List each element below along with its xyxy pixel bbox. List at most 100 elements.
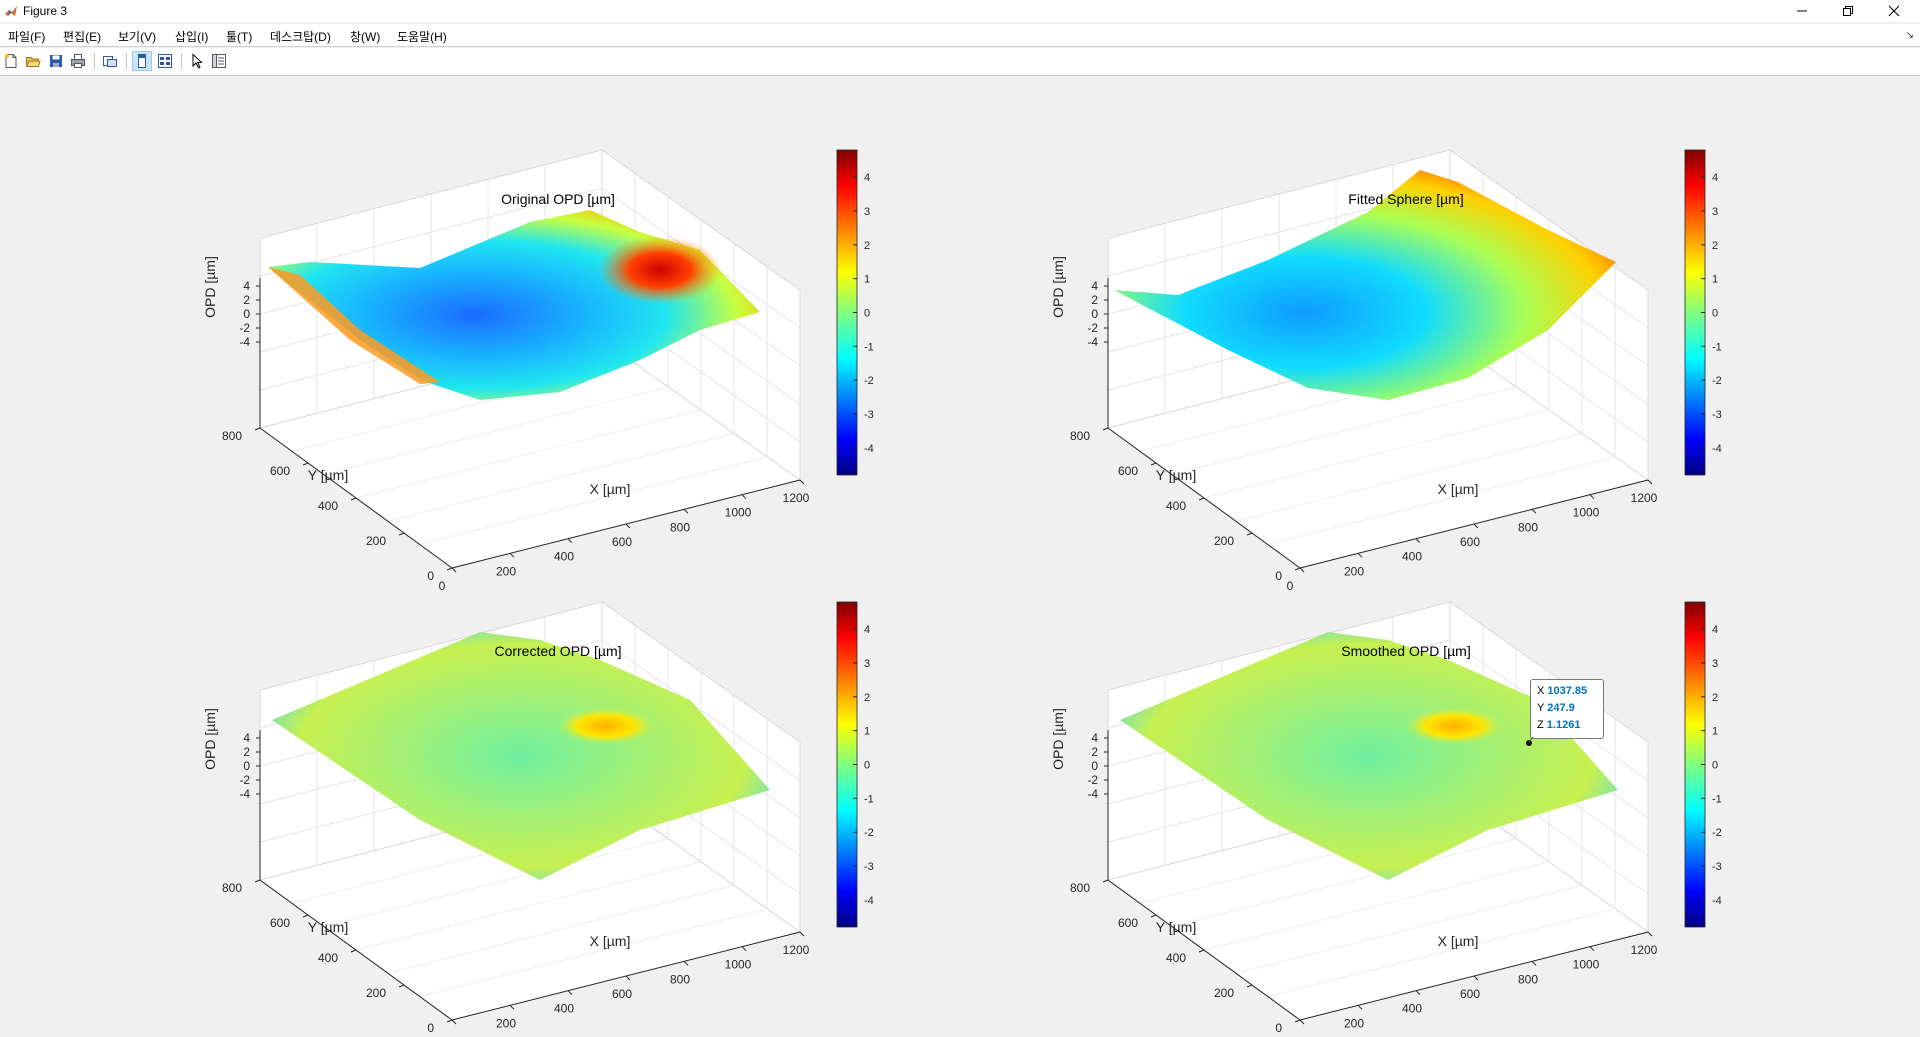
datatip-marker[interactable] — [1526, 740, 1532, 746]
z-tick-label: -4 — [1087, 335, 1098, 349]
x-tick — [1589, 946, 1595, 952]
z-tick-label: 2 — [243, 293, 250, 307]
colorbar-tick-label: 3 — [864, 658, 870, 670]
axes-1[interactable]: 0200400600800100012000200400600800420-2-… — [202, 149, 874, 593]
y-tick-label: 400 — [318, 951, 338, 965]
colorbar-tick-label: 4 — [864, 172, 870, 184]
colorbar-tick-label: -3 — [1712, 861, 1722, 873]
x-tick — [1299, 1019, 1305, 1025]
y-tick — [1246, 984, 1253, 988]
surface-edge — [268, 267, 440, 384]
menu-bar: 파일(F) 편집(E) 보기(V) 삽입(I) 툴(T) 데스크탑(D) 창(W… — [0, 24, 1920, 47]
menu-view[interactable]: 보기(V) — [118, 30, 157, 44]
y-tick-label: 600 — [1118, 916, 1138, 930]
menu-window[interactable]: 창(W) — [350, 30, 381, 44]
datatip-y-value: 247.9 — [1547, 702, 1575, 714]
z-tick-label: -2 — [1087, 773, 1098, 787]
z-tick-label: 2 — [1091, 293, 1098, 307]
figure-canvas[interactable]: 0 200 400 600 800 1000 1200 0 200 400 600 800 4 2 0 -2-… — [0, 76, 1920, 1037]
axes-2[interactable]: 0200400600800100012000200400600800420-2-… — [1050, 149, 1722, 593]
colorbar-tick-label: 0 — [1712, 308, 1718, 320]
y-tick — [350, 949, 357, 953]
x-tick — [741, 494, 747, 500]
menu-insert[interactable]: 삽입(I) — [175, 30, 209, 44]
property-inspector-icon[interactable] — [155, 51, 175, 71]
x-tick-label: 400 — [554, 1002, 574, 1016]
grid-line — [323, 838, 669, 928]
y-tick — [446, 567, 453, 571]
restore-button[interactable] — [1826, 0, 1870, 22]
x-tick — [799, 931, 805, 937]
z-tick-label: 0 — [243, 307, 250, 321]
minimize-button[interactable] — [1780, 0, 1824, 22]
z-axis-label: OPD [µm] — [202, 256, 218, 318]
panel-icon[interactable] — [209, 51, 229, 71]
colorbar-tick-label: 4 — [1712, 172, 1718, 184]
x-tick — [741, 946, 747, 952]
x-tick — [1415, 990, 1421, 996]
surface-peak — [598, 236, 722, 304]
y-tick-label: 600 — [270, 464, 290, 478]
surface-smoothed[interactable] — [1120, 632, 1618, 880]
z-tick-label: -2 — [239, 773, 250, 787]
y-axis-label: Y [µm] — [308, 467, 348, 483]
z-tick-label: -4 — [239, 335, 250, 349]
open-icon[interactable] — [23, 51, 43, 71]
y-tick — [398, 984, 405, 988]
menu-file[interactable]: 파일(F) — [8, 30, 46, 44]
y-axis-label: Y [µm] — [1156, 919, 1196, 935]
x-tick-label: 200 — [1344, 1016, 1364, 1030]
new-figure-icon[interactable] — [1, 51, 21, 71]
y-tick — [1198, 949, 1205, 953]
y-axis-label: Y [µm] — [308, 919, 348, 935]
menu-desktop[interactable]: 데스크탑(D) — [270, 30, 331, 44]
save-icon[interactable] — [46, 51, 66, 71]
x-tick — [451, 567, 457, 573]
grid-line — [419, 456, 768, 546]
data-tip[interactable]: X 1037.85 Y 247.9 Z 1.1261 — [1530, 679, 1604, 739]
link-axes-icon[interactable] — [100, 51, 120, 71]
close-button[interactable] — [1872, 0, 1916, 22]
menu-tools[interactable]: 툴(T) — [226, 30, 253, 44]
y-tick — [1246, 532, 1253, 536]
colorbar-tick-label: 1 — [1712, 726, 1718, 738]
x-tick-label: 800 — [670, 972, 690, 986]
x-axis-label: X [µm] — [590, 481, 631, 497]
x-axis-label: X [µm] — [1438, 933, 1479, 949]
pointer-icon[interactable] — [187, 51, 207, 71]
y-tick — [1198, 497, 1205, 501]
axes-3[interactable]: 0200400600800100012000200400600800420-2-… — [202, 601, 874, 1037]
x-tick-label: 600 — [1460, 987, 1480, 1001]
colorbar-tick-label: -4 — [864, 895, 874, 907]
x-tick — [451, 1019, 457, 1025]
x-tick-label: 1200 — [1631, 491, 1658, 505]
grid-line — [1235, 432, 1583, 522]
print-icon[interactable] — [68, 51, 88, 71]
surface-fitted-sphere[interactable] — [1114, 170, 1616, 400]
title-bar: Figure 3 — [0, 0, 1920, 22]
z-tick-label: -4 — [1087, 787, 1098, 801]
colorbar-tick-label: 4 — [864, 624, 870, 636]
toolbar-separator — [181, 53, 182, 70]
z-tick-label: 0 — [1091, 307, 1098, 321]
x-tick-label: 1000 — [1573, 506, 1600, 520]
y-tick — [1102, 427, 1109, 431]
z-axis-label: OPD [µm] — [1050, 256, 1066, 318]
menu-edit[interactable]: 편집(E) — [63, 30, 102, 44]
colorbar-tick-label: -2 — [864, 827, 874, 839]
z-axis-label: OPD [µm] — [202, 708, 218, 770]
colorbar-tick-label: 2 — [864, 692, 870, 704]
menu-dock-arrow-icon[interactable]: ↘ — [1905, 30, 1914, 41]
x-tick — [625, 975, 631, 981]
menu-help[interactable]: 도움말(H) — [397, 30, 447, 44]
colorbar-tick-label: 2 — [1712, 240, 1718, 252]
colorbar-tick-label: -4 — [864, 443, 874, 455]
axes-4[interactable]: 0200400600800100012000200400600800420-2-… — [1050, 601, 1722, 1037]
grid-line — [1171, 386, 1517, 476]
colorbar-tick-label: 1 — [864, 726, 870, 738]
surface-corrected[interactable] — [272, 632, 770, 880]
grid-line — [1267, 908, 1616, 998]
axes-title: Fitted Sphere [µm] — [1348, 191, 1463, 207]
x-tick — [1415, 538, 1421, 544]
dock-icon[interactable] — [132, 51, 152, 71]
